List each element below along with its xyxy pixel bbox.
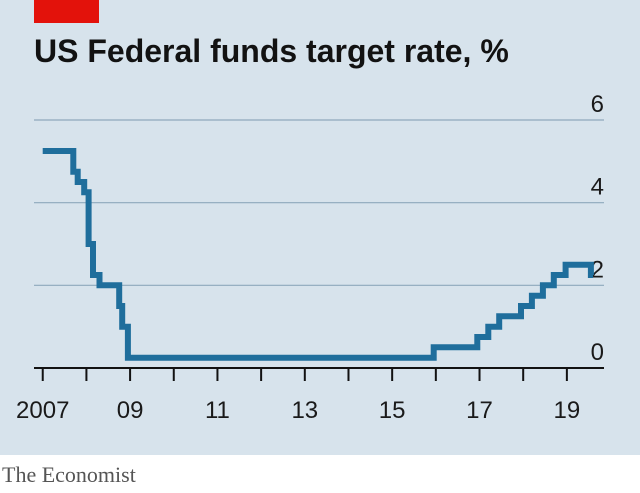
source-credit: The Economist: [2, 462, 136, 487]
y-tick-label-2: 2: [591, 256, 604, 283]
y-tick-label-0: 0: [591, 339, 604, 366]
x-tick-label-09: 09: [117, 397, 144, 424]
x-tick-label-15: 15: [379, 397, 406, 424]
brand-accent-bar: [34, 0, 99, 23]
x-tick-label-17: 17: [466, 397, 493, 424]
gridlines: [34, 119, 604, 286]
chart-svg: 0 2 4 6 2007 09 11 13 15 17 19: [16, 91, 604, 424]
series-layer: [42, 148, 594, 361]
x-tick-label-19: 19: [554, 397, 581, 424]
series-line-0: [42, 148, 594, 361]
x-tick-labels: 2007 09 11 13 15 17 19: [16, 397, 580, 424]
y-tick-label-6: 6: [591, 91, 604, 118]
x-tick-label-13: 13: [291, 397, 318, 424]
chart-title: US Federal funds target rate, %: [34, 33, 509, 69]
x-tick-label-2007: 2007: [16, 397, 69, 424]
x-axis: [34, 367, 604, 381]
x-tick-label-11: 11: [205, 397, 230, 424]
chart-panel: [0, 0, 640, 455]
y-tick-labels: 0 2 4 6: [591, 91, 604, 366]
y-tick-label-4: 4: [591, 174, 604, 201]
